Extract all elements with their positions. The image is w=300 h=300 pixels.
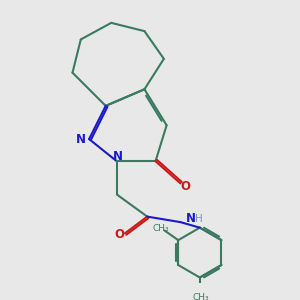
Text: N: N [185,212,195,225]
Text: CH₃: CH₃ [193,293,209,300]
Text: N: N [76,133,86,146]
Text: N: N [113,150,123,163]
Text: H: H [195,214,203,224]
Text: O: O [180,180,190,193]
Text: O: O [115,228,124,241]
Text: CH₃: CH₃ [153,224,169,233]
